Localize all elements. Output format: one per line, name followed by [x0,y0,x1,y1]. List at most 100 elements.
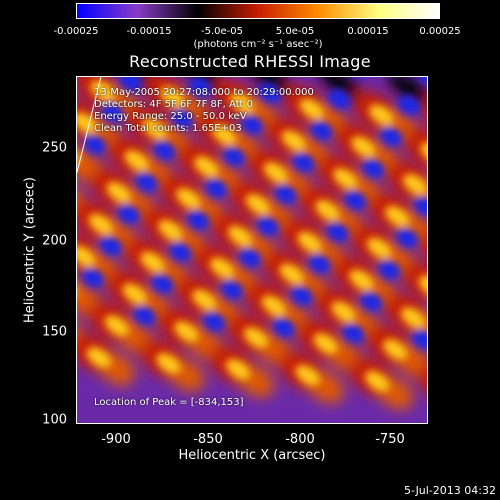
bright-core [174,321,199,342]
y-tick-label: 150 [42,324,67,340]
blue-trough [413,196,427,217]
bright-core [402,174,427,195]
blue-trough [398,94,421,115]
blue-trough [205,178,228,199]
bright-core [261,295,287,316]
blue-trough [396,228,419,249]
colorbar-label: 0.00025 [419,26,461,37]
image-title: Reconstructed RHESSI Image [129,52,371,71]
blue-trough [292,152,315,173]
blue-trough [415,77,427,84]
bright-core [349,269,374,291]
bright-core [158,219,183,241]
bright-core [229,92,255,114]
colorbar-label: -5.0e-05 [201,26,243,37]
blue-trough [189,77,212,97]
bright-core [420,142,427,163]
y-axis-label: Heliocentric Y (arcsec) [22,177,38,323]
bright-core [209,257,235,279]
bright-core [351,136,376,157]
bright-core [382,339,408,360]
limb-line [77,77,102,173]
blue-trough [272,317,295,338]
bright-core [90,80,116,102]
bright-core [315,199,340,221]
bright-core [104,315,130,336]
dark-band [178,77,223,88]
x-tick-label: -900 [101,432,131,447]
colorbar-label: 5.0e-05 [275,26,315,37]
bright-core [297,231,322,253]
blue-trough [310,120,333,141]
bright-core [384,205,410,227]
dark-band [247,77,292,94]
bright-core [191,289,217,311]
blue-trough [153,140,176,161]
blue-trough [240,114,264,135]
annotation-time: 13-May-2005 20:27:08.000 to 20:29:00.000 [94,87,314,98]
bright-core [122,283,147,305]
blue-trough [119,77,142,92]
bright-core [365,370,390,392]
bright-core [142,118,167,140]
bright-core [418,275,427,297]
bright-core [140,251,165,273]
blue-trough [344,190,367,211]
blue-trough [83,134,106,155]
x-tick-label: -850 [193,432,223,447]
blue-trough [256,216,279,237]
bright-core [86,347,112,368]
blue-trough [135,172,158,193]
bright-core [160,86,185,108]
blue-trough [328,88,351,109]
annotation-detectors: Detectors: 4F 5F 6F 7F 8F, Att 0 [94,99,254,110]
y-tick-label: 100 [42,412,67,428]
bright-core [243,327,269,348]
bright-core [193,156,219,177]
blue-trough [411,329,427,350]
blue-trough [117,204,140,225]
blue-trough [380,126,403,147]
colorbar-label: -0.00015 [126,26,172,37]
bright-core [368,104,394,126]
blue-trough [360,291,383,312]
colorbar-label: -0.00025 [53,26,99,37]
blue-trough [101,102,124,123]
annotation-clean: Clean Total counts: 1.65E+03 [94,123,242,134]
blue-trough [171,108,194,129]
x-axis-label: Heliocentric X (arcsec) [178,448,326,463]
blue-trough [326,222,349,243]
bright-core [333,168,358,189]
blue-trough [203,311,226,332]
blue-trough [378,259,401,280]
blue-trough [99,235,122,257]
bright-core [400,307,426,328]
bright-core [245,193,271,215]
colorbar-label: 0.00015 [347,26,389,37]
dark-band [387,77,427,106]
bright-core [263,162,289,183]
blue-trough [238,247,262,268]
blue-trough [258,82,281,103]
y-tick-label: 200 [42,233,67,249]
colorbar [76,3,440,19]
bright-core [225,359,251,380]
bright-core [124,150,149,171]
blue-trough [362,158,385,179]
bright-core [313,333,338,354]
bright-core [88,213,114,235]
bright-core [156,353,181,374]
bright-core [227,225,253,247]
blue-trough [133,305,156,326]
blue-trough [81,267,104,288]
blue-trough [290,285,313,306]
blue-trough [223,146,246,167]
bright-core [279,263,305,285]
bright-core [281,130,307,151]
blue-trough [187,210,210,231]
blue-trough [274,184,297,205]
blue-trough [342,323,365,344]
bright-band [403,128,427,169]
rhessi-image [77,77,427,423]
blue-trough [151,273,174,294]
